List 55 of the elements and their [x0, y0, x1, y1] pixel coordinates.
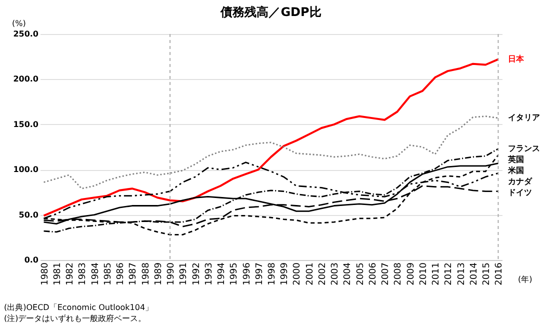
x-tick-label: 2012	[444, 262, 454, 286]
x-tick-label: 1985	[103, 262, 114, 286]
x-tick-label: 1983	[78, 262, 88, 286]
x-tick-label: 1995	[230, 262, 240, 286]
y-tick-label: 100.0	[13, 165, 39, 174]
x-tick-label: 1989	[154, 262, 164, 286]
series-label: カナダ	[508, 176, 533, 186]
x-tick-label: 2001	[305, 262, 316, 286]
x-tick-label: 2007	[381, 262, 392, 286]
x-tick-label: 1999	[280, 262, 290, 286]
y-tick-label: 50.0	[18, 210, 39, 220]
x-tick-label: 2004	[343, 262, 354, 286]
x-tick-label: 1994	[217, 262, 228, 286]
x-tick-label: 2009	[406, 262, 416, 286]
x-tick-label: 1981	[52, 262, 63, 286]
x-tick-label: 1980	[40, 262, 50, 286]
x-tick-label: 1987	[128, 262, 139, 286]
x-tick-label: 2015	[482, 262, 492, 286]
text: (注)データはいずれも一般政府ベース。	[4, 314, 146, 323]
x-tick-label: 1992	[192, 262, 202, 286]
x-tick-label: 1998	[268, 262, 278, 286]
series-label: 日本	[508, 54, 525, 64]
x-tick-label: 1997	[254, 262, 265, 286]
x-tick-label: 2003	[330, 262, 341, 286]
series-label: 米国	[507, 166, 524, 175]
x-tick-label: 1991	[179, 262, 190, 286]
x-tick-label: 2013	[456, 262, 467, 286]
y-tick-label: 250.0	[13, 30, 39, 38]
x-tick-label: 1996	[242, 262, 252, 286]
series-label: フランス	[508, 144, 540, 153]
x-tick-label: 1986	[116, 262, 126, 286]
x-tick-label: 1982	[66, 262, 76, 286]
x-tick-label: 2016	[494, 262, 505, 286]
y-tick-label: 0.0	[24, 256, 39, 264]
x-tick-label: 2010	[418, 262, 429, 286]
x-tick-label: 1993	[204, 262, 214, 286]
x-tick-label: 1988	[141, 262, 152, 286]
x-axis-title: (年)	[518, 275, 532, 284]
series-label: 英国	[507, 154, 524, 164]
x-tick-label: 2000	[292, 262, 303, 286]
y-tick-label: 200.0	[13, 74, 39, 84]
x-tick-label: 1984	[90, 262, 101, 286]
x-tick-label: 2006	[368, 262, 378, 286]
y-tick-label: 150.0	[13, 120, 39, 129]
chart-title: 債務残高／GDP比	[220, 5, 322, 19]
series-label: ドイツ	[508, 188, 532, 197]
x-tick-label: 2005	[356, 262, 366, 286]
x-tick-label: 1990	[166, 262, 177, 286]
x-tick-label: 2008	[394, 262, 404, 286]
x-tick-label: 2014	[469, 262, 480, 286]
x-tick-label: 2002	[318, 262, 328, 286]
text: (出典)OECD「Economic Outlook104」	[4, 303, 154, 312]
y-axis-title: (%)	[12, 19, 26, 28]
x-tick-label: 2011	[432, 262, 442, 286]
series-label: イタリア	[508, 113, 540, 122]
